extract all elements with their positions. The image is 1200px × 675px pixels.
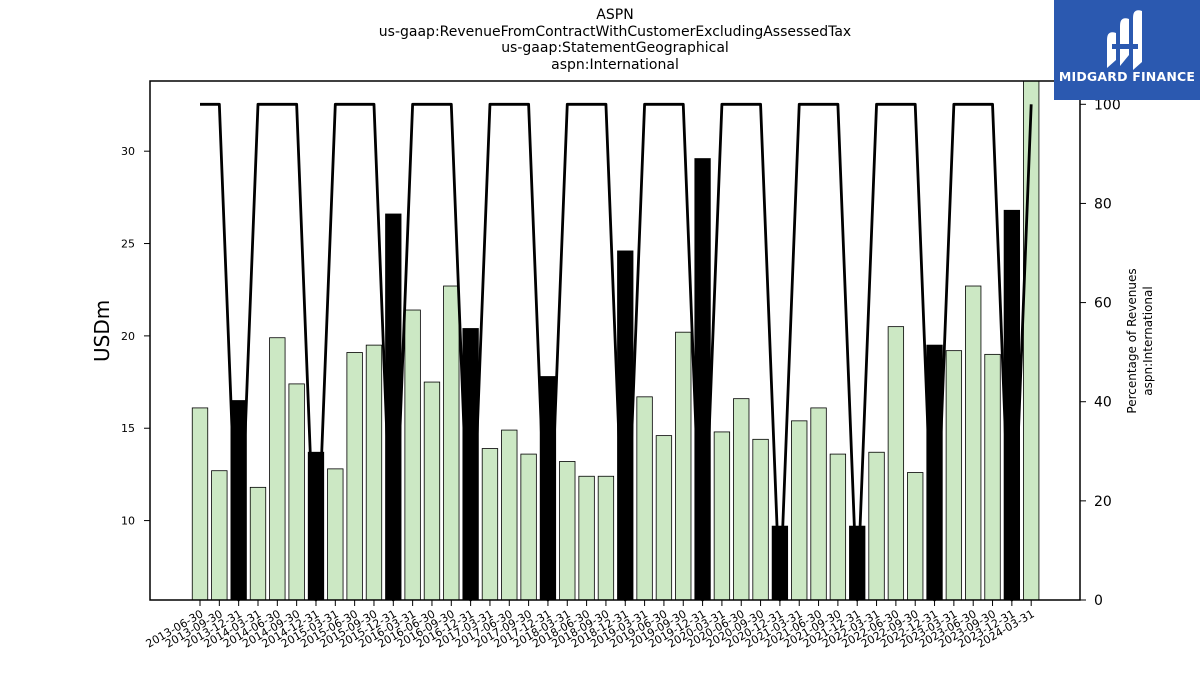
y-tick-label-10: 10 bbox=[121, 515, 135, 528]
bar-2019-06-30 bbox=[655, 435, 673, 601]
axes-layer: 10152025300204060801002013-06-302013-09-… bbox=[121, 80, 1121, 651]
bar-2019-03-31 bbox=[636, 396, 653, 601]
bar-2016-03-31 bbox=[404, 309, 421, 601]
percentage-line bbox=[200, 102, 1033, 602]
bar-2020-06-30 bbox=[733, 398, 750, 601]
bar-2016-06-30 bbox=[423, 381, 441, 601]
bar-2014-09-30 bbox=[288, 383, 305, 601]
bar-2023-06-30 bbox=[965, 285, 982, 601]
chart-title-line-1: ASPN bbox=[596, 7, 634, 23]
y-axis-label-right: Percentage of Revenues aspn:Internationa… bbox=[1124, 261, 1156, 421]
bar-2015-03-31 bbox=[327, 468, 344, 601]
y2-label-line-1: Percentage of Revenues bbox=[1125, 268, 1139, 414]
logo-text: MIDGARD FINANCE bbox=[1058, 69, 1196, 84]
bar-2016-09-30 bbox=[443, 285, 460, 601]
bar-2013-06-30 bbox=[191, 407, 209, 601]
bar-2015-06-30 bbox=[346, 352, 363, 601]
midgard-logo-icon bbox=[1107, 10, 1142, 70]
bar-2018-03-31 bbox=[559, 461, 576, 601]
bar-2019-09-30 bbox=[675, 331, 692, 601]
bar-2013-09-30 bbox=[211, 470, 228, 601]
chart-title-line-3: us-gaap:StatementGeographical bbox=[501, 40, 729, 56]
bar-2022-06-30 bbox=[887, 326, 905, 601]
line-layer bbox=[200, 102, 1033, 602]
y-tick-label-20: 20 bbox=[121, 330, 135, 343]
plot-frame bbox=[149, 80, 1081, 601]
bar-2020-09-30 bbox=[752, 438, 769, 601]
bar-2023-09-30 bbox=[984, 353, 1001, 601]
y-tick-label-30: 30 bbox=[121, 145, 135, 158]
bar-2020-03-31 bbox=[713, 431, 731, 601]
y2-tick-label-60: 60 bbox=[1094, 296, 1112, 312]
bar-2018-06-30 bbox=[578, 475, 595, 601]
y2-tick-label-20: 20 bbox=[1094, 494, 1112, 510]
bar-2017-06-30 bbox=[501, 429, 518, 601]
bar-2023-12-31 bbox=[1003, 209, 1021, 601]
bar-2018-09-30 bbox=[597, 475, 615, 601]
y2-tick-label-0: 0 bbox=[1094, 593, 1103, 609]
bar-2021-03-31 bbox=[791, 420, 808, 601]
chart-title-line-4: aspn:International bbox=[551, 57, 679, 73]
bar-2019-12-31 bbox=[694, 158, 711, 601]
y2-tick-label-100: 100 bbox=[1094, 97, 1121, 113]
bar-2023-03-31 bbox=[945, 350, 963, 601]
bar-2014-03-31 bbox=[249, 486, 267, 601]
chart-title-line-2: us-gaap:RevenueFromContractWithCustomerE… bbox=[378, 24, 852, 40]
y2-tick-label-80: 80 bbox=[1094, 196, 1112, 212]
bar-2015-12-31 bbox=[385, 213, 402, 601]
bar-2024-03-31 bbox=[1023, 80, 1040, 601]
bar-2014-06-30 bbox=[269, 337, 286, 601]
y-tick-label-15: 15 bbox=[121, 422, 135, 435]
y2-tick-label-40: 40 bbox=[1094, 395, 1112, 411]
bar-2022-09-30 bbox=[907, 472, 924, 601]
y-axis-label-left: USDm bbox=[90, 299, 114, 362]
bar-2017-09-30 bbox=[520, 453, 537, 601]
y-tick-label-25: 25 bbox=[121, 238, 135, 251]
bar-2022-03-31 bbox=[868, 451, 885, 601]
bar-2021-06-30 bbox=[810, 407, 827, 601]
midgard-finance-logo: MIDGARD FINANCE bbox=[1054, 0, 1200, 100]
bar-2021-09-30 bbox=[829, 453, 847, 601]
y2-label-line-2: aspn:International bbox=[1141, 286, 1155, 396]
bar-2015-09-30 bbox=[365, 344, 383, 601]
bar-2017-03-31 bbox=[481, 448, 499, 601]
